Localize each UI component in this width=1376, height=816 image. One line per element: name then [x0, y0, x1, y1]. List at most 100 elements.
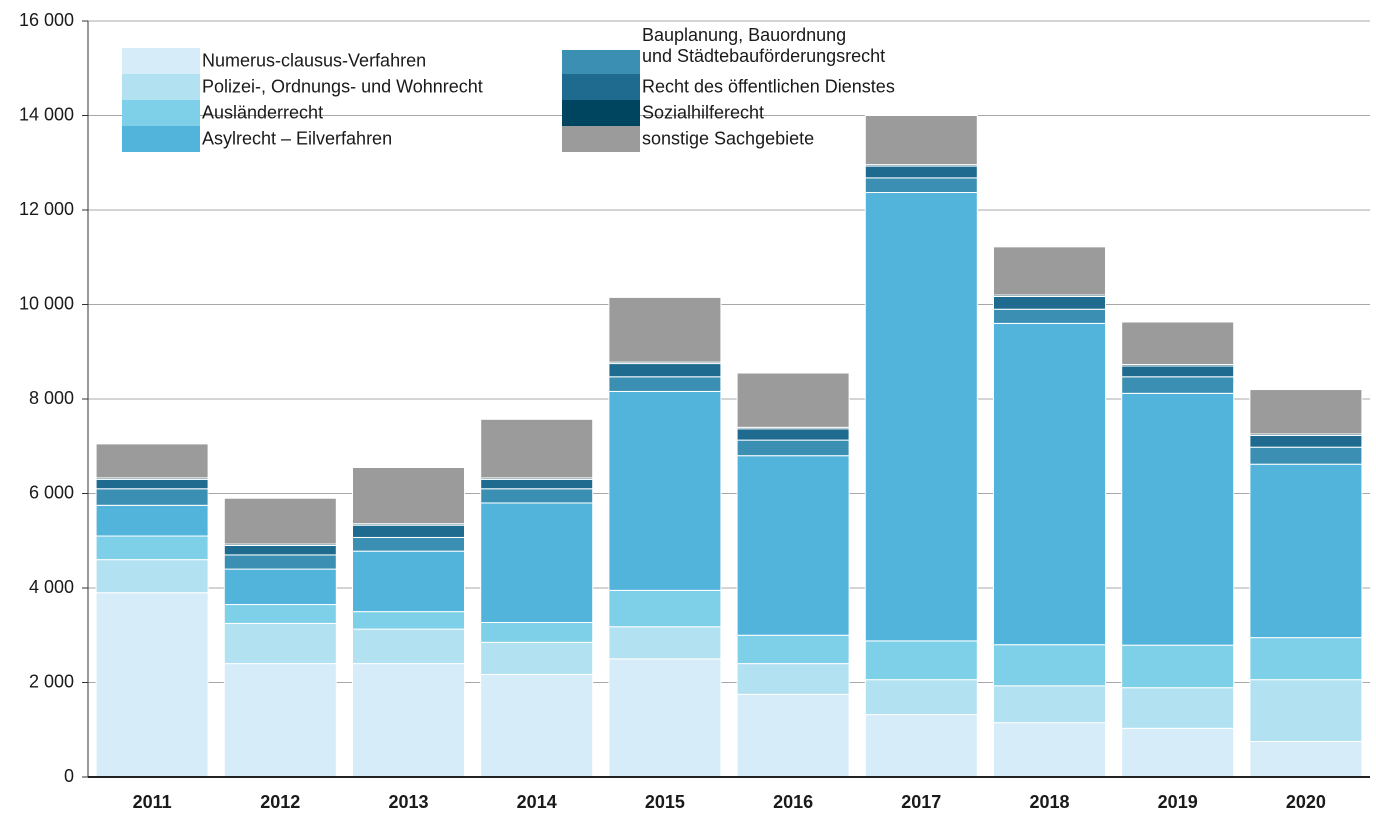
bar-segment [608, 658, 722, 778]
legend-label: Bauplanung, Bauordnung und Städtebauförd… [642, 25, 886, 66]
bar-segment [480, 621, 594, 643]
bar-segment [352, 524, 465, 538]
bar-segment [352, 467, 465, 525]
bar-segment [223, 604, 337, 624]
bar-segment [352, 536, 465, 552]
legend-swatch [562, 100, 640, 126]
y-tick-label: 16 000 [19, 10, 74, 30]
bar-segment [1121, 687, 1235, 729]
bar-segment [864, 115, 978, 166]
legend-swatch [562, 74, 640, 100]
bar-segment [864, 640, 978, 681]
bar-segment [223, 497, 337, 545]
bar-segment [1249, 679, 1363, 743]
legend-item: Sozialhilferecht [562, 100, 764, 126]
bar-segment [736, 372, 850, 428]
bar-segment [223, 663, 337, 778]
bar-segment [352, 628, 465, 665]
x-tick-label: 2012 [260, 792, 300, 812]
bar-segment [608, 626, 722, 660]
legend-swatch [122, 126, 200, 152]
legend-item: Bauplanung, Bauordnung und Städtebauförd… [562, 25, 885, 76]
bar-segment [1121, 644, 1235, 689]
legend-item: Numerus-clausus-Verfahren [122, 48, 426, 74]
legend-item: Asylrecht – Eilverfahren [122, 126, 392, 152]
x-tick-label: 2019 [1158, 792, 1198, 812]
bar-segment [95, 488, 209, 506]
bar-segment [1249, 463, 1363, 639]
legend-swatch [562, 50, 640, 76]
legend-swatch [562, 126, 640, 152]
bar-segment [223, 622, 337, 665]
bar-segment [1249, 434, 1363, 448]
bar-segment [480, 478, 594, 490]
bar-segment [993, 685, 1106, 724]
legend-item: Recht des öffentlichen Dienstes [562, 74, 895, 100]
bar-segment [480, 418, 594, 479]
legend-label: Sozialhilferecht [642, 102, 765, 123]
legend-label: Ausländerrecht [202, 102, 324, 123]
bar-segment [608, 376, 722, 392]
bar-segment [993, 295, 1106, 310]
bar-segment [1249, 741, 1363, 778]
bar-segment [352, 663, 465, 778]
legend-item: Ausländerrecht [122, 100, 323, 126]
bar-segment [95, 478, 209, 490]
bar-segment [1249, 389, 1363, 435]
legend-swatch [122, 100, 200, 126]
bar-segment [864, 714, 978, 778]
y-tick-label: 8 000 [29, 388, 74, 408]
legend-item: sonstige Sachgebiete [562, 126, 814, 152]
bar-segment [480, 488, 594, 504]
y-tick-label: 10 000 [19, 293, 74, 313]
bar-segment [352, 550, 465, 613]
bar-segment [608, 390, 722, 591]
bar-segment [352, 611, 465, 630]
x-tick-label: 2016 [773, 792, 813, 812]
y-tick-label: 12 000 [19, 199, 74, 219]
legend-label: sonstige Sachgebiete [642, 128, 815, 149]
x-tick-label: 2015 [645, 792, 685, 812]
legend-swatch [122, 48, 200, 74]
bar-segment [223, 544, 337, 556]
bar-segment [95, 559, 209, 594]
bar-segment [223, 568, 337, 606]
y-tick-label: 14 000 [19, 104, 74, 124]
bar-segment [736, 663, 850, 695]
bar-segment [480, 502, 594, 623]
bar-segment [608, 296, 722, 363]
bar-segment [736, 439, 850, 457]
legend-item: Polizei-, Ordnungs- und Wohnrecht [122, 74, 483, 100]
bar-segment [864, 177, 978, 194]
x-tick-label: 2020 [1286, 792, 1326, 812]
bar-segment [608, 589, 722, 628]
x-tick-label: 2011 [133, 792, 172, 812]
bar-segment [1249, 637, 1363, 681]
bar-segment [864, 192, 978, 642]
y-tick-label: 2 000 [29, 671, 74, 691]
bar-segment [1121, 365, 1235, 378]
x-tick-label: 2017 [901, 792, 941, 812]
bar-segment [95, 443, 209, 479]
y-tick-label: 4 000 [29, 577, 74, 597]
x-tick-label: 2013 [388, 792, 428, 812]
bar-segment [993, 644, 1106, 687]
bar-segment [1121, 727, 1235, 778]
x-tick-label: 2014 [517, 792, 557, 812]
bar-segment [1121, 321, 1235, 366]
y-tick-label: 0 [64, 766, 74, 786]
bar-segment [736, 428, 850, 441]
legend-label: Numerus-clausus-Verfahren [202, 50, 427, 71]
bar-segment [223, 554, 337, 570]
legend-swatch [122, 74, 200, 100]
bar-segment [993, 308, 1106, 324]
bar-segment [993, 722, 1106, 778]
bar-segment [993, 246, 1106, 296]
bar-segment [480, 673, 594, 778]
legend-label: Asylrecht – Eilverfahren [202, 128, 393, 149]
bar-segment [1121, 392, 1235, 646]
bar-segment [95, 592, 209, 778]
bar-segment [864, 165, 978, 179]
bar-segment [608, 363, 722, 378]
